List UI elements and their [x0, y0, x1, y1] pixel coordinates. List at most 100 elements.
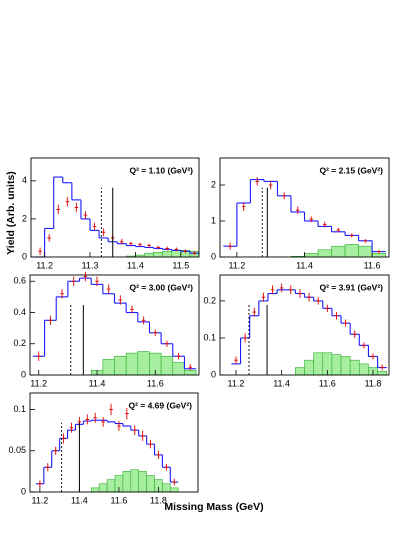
- x-tick-label: 11.5: [172, 260, 189, 270]
- data-point: [125, 407, 129, 420]
- y-tick-label: 0: [21, 369, 26, 379]
- data-point: [243, 333, 247, 343]
- background-bar: [114, 355, 127, 376]
- data-point: [47, 234, 51, 242]
- data-point: [371, 353, 375, 360]
- data-point: [307, 292, 311, 302]
- data-point: [83, 271, 88, 282]
- x-tick-label: 11.2: [30, 378, 47, 388]
- data-point: [295, 206, 300, 214]
- y-tick-label: 0: [21, 486, 26, 496]
- background-bar: [295, 367, 305, 376]
- data-point: [352, 330, 357, 338]
- x-tick-label: 11.8: [365, 378, 382, 388]
- background-bar: [184, 370, 197, 376]
- data-point: [45, 463, 50, 472]
- data-point: [228, 242, 232, 250]
- x-tick-label: 11.6: [111, 495, 128, 505]
- data-point: [363, 239, 368, 243]
- data-point: [48, 315, 53, 325]
- data-point: [106, 284, 111, 294]
- y-tick-label: 0: [22, 251, 27, 261]
- annotation: Q² = 2.15 (GeV²): [319, 165, 383, 175]
- data-point: [118, 295, 123, 305]
- background-bar: [304, 359, 314, 376]
- background-bar: [144, 252, 154, 258]
- data-point: [74, 202, 79, 213]
- background-bar: [340, 356, 351, 376]
- x-tick-label: 11.4: [296, 260, 313, 270]
- x-tick-label: 11.4: [71, 495, 88, 505]
- annotation: Q² = 3.91 (GeV²): [319, 282, 383, 292]
- data-point: [93, 412, 98, 423]
- x-tick-label: 11.2: [228, 260, 245, 270]
- data-point: [362, 342, 366, 349]
- y-tick-label: 1: [211, 215, 216, 225]
- background-bar: [344, 244, 359, 258]
- background-bar: [358, 245, 373, 258]
- y-axis-title: Yield (Arb. units): [5, 171, 17, 255]
- background-bar: [171, 250, 182, 258]
- data-point: [130, 305, 134, 314]
- background-bar: [162, 483, 171, 493]
- data-point: [109, 403, 113, 416]
- data-point: [156, 245, 160, 250]
- data-point: [101, 416, 105, 427]
- background-bar: [137, 351, 150, 376]
- data-point: [65, 197, 70, 207]
- plot-frame: [30, 157, 200, 258]
- data-point: [261, 292, 266, 302]
- data-point: [234, 356, 238, 364]
- data-point: [270, 285, 275, 295]
- data-point: [53, 446, 58, 455]
- data-point: [377, 249, 381, 254]
- x-tick-label: 11.4: [89, 378, 106, 388]
- data-point: [336, 227, 341, 233]
- background-bar: [162, 250, 173, 258]
- data-point: [380, 364, 384, 371]
- data-point: [140, 430, 145, 441]
- background-bar: [102, 359, 115, 376]
- data-point: [132, 425, 137, 436]
- data-point: [129, 241, 133, 246]
- y-tick-label: 0.2: [13, 338, 26, 348]
- x-axis-title: Missing Mass (GeV): [164, 501, 263, 513]
- data-point: [92, 222, 97, 231]
- background-bar: [130, 469, 140, 493]
- data-point: [298, 289, 302, 298]
- data-point: [176, 353, 181, 360]
- y-tick-label: 2: [22, 213, 27, 223]
- x-tick-label: 11.2: [36, 260, 53, 270]
- data-point: [350, 233, 354, 238]
- data-point: [56, 204, 61, 215]
- background-bar: [317, 249, 332, 258]
- panel: 11.2 11.4 11.6 0 1 2 Q² = 2.15 (GeV²): [211, 157, 390, 270]
- data-point: [192, 251, 197, 256]
- panel: 11.2 11.4 11.6 11.8 0 0.1 0.2 Q² = 3.91 (GeV²): [203, 274, 390, 388]
- background-bar: [304, 253, 319, 258]
- x-tick-label: 11.2: [228, 378, 245, 388]
- data-point: [60, 289, 64, 299]
- data-point: [188, 364, 193, 371]
- x-tick-label: 11.4: [273, 378, 290, 388]
- data-point: [183, 249, 188, 254]
- y-tick-label: 0.4: [13, 307, 26, 317]
- y-tick-label: 0.2: [203, 295, 216, 305]
- data-point: [61, 433, 66, 444]
- data-point: [279, 283, 284, 293]
- data-point: [282, 192, 287, 200]
- data-point: [174, 247, 179, 252]
- data-point: [156, 450, 161, 459]
- x-tick-label: 11.6: [147, 378, 164, 388]
- background-bar: [98, 483, 108, 493]
- data-point: [36, 351, 41, 361]
- y-tick-label: 0.1: [13, 404, 26, 414]
- data-point: [85, 414, 90, 425]
- background-bar: [146, 475, 155, 493]
- x-tick-label: 11.6: [364, 260, 381, 270]
- background-bar: [153, 251, 163, 258]
- data-point: [101, 228, 106, 237]
- x-tick-label: 11.8: [150, 495, 167, 505]
- data-point: [255, 177, 259, 186]
